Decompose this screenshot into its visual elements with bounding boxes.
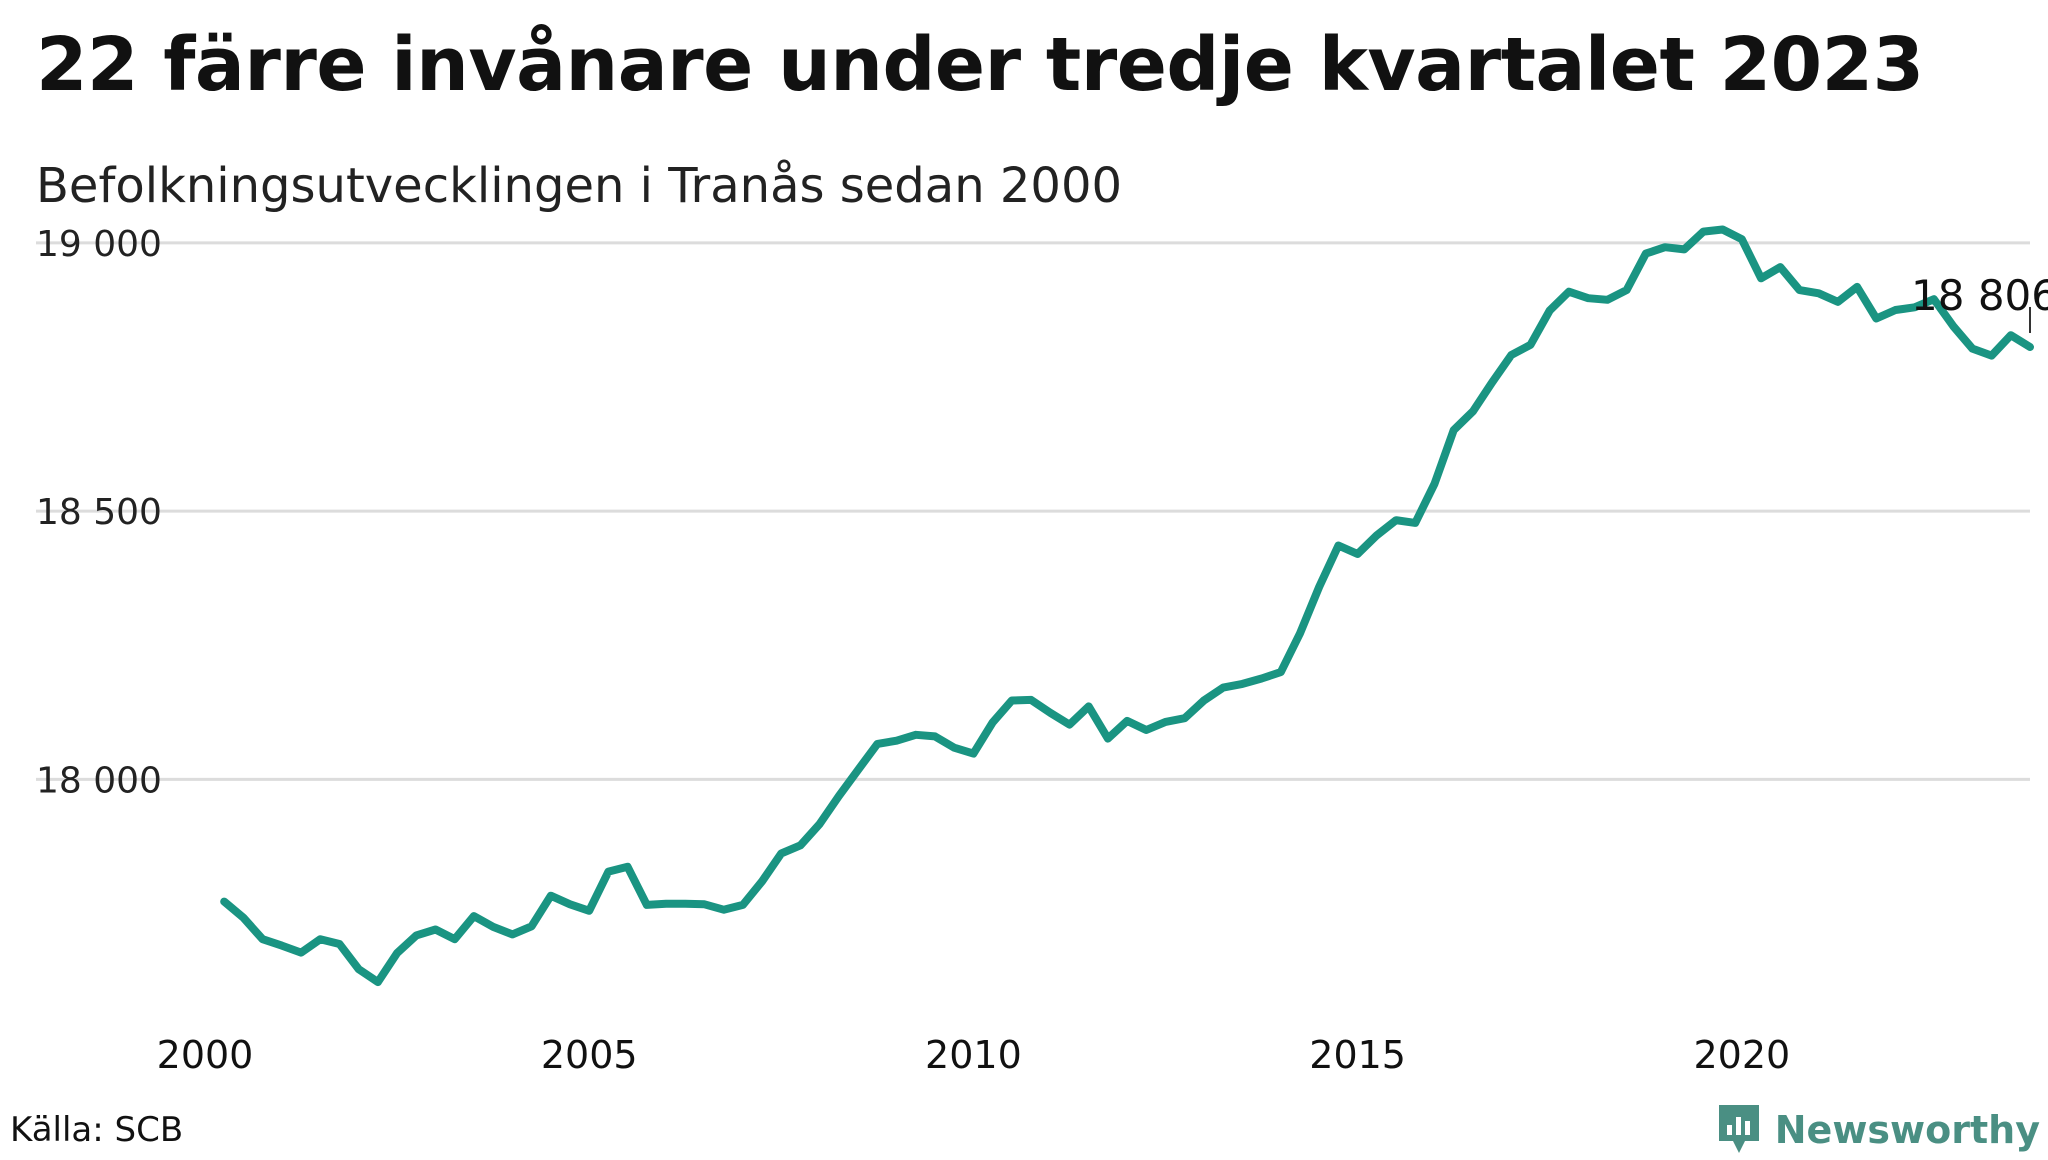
brand-logo: Newsworthy	[1715, 1100, 2040, 1160]
x-tick-label: 2010	[925, 1033, 1022, 1077]
source-label: Källa: SCB	[10, 1110, 184, 1150]
x-tick-label: 2020	[1693, 1033, 1790, 1077]
x-tick-label: 2005	[541, 1033, 638, 1077]
brand-name: Newsworthy	[1774, 1108, 2040, 1152]
line-chart: 18 000 18 500 19 000 2000 2005 2010 2015 2020 18…	[36, 224, 2048, 1077]
chart-subtitle: Befolkningsutvecklingen i Tranås sedan 2…	[36, 158, 1123, 214]
y-tick-label: 18 500	[36, 492, 162, 533]
newsworthy-logo-icon	[1718, 1105, 1759, 1153]
end-value-label: 18 806	[1911, 271, 2048, 320]
y-tick-label: 19 000	[36, 224, 162, 265]
chart-title: 22 färre invånare under tredje kvartalet…	[36, 22, 1924, 108]
series-line	[220, 225, 2034, 987]
x-tick-label: 2015	[1309, 1033, 1406, 1077]
y-tick-label: 18 000	[36, 760, 162, 801]
x-tick-label: 2000	[157, 1033, 254, 1077]
